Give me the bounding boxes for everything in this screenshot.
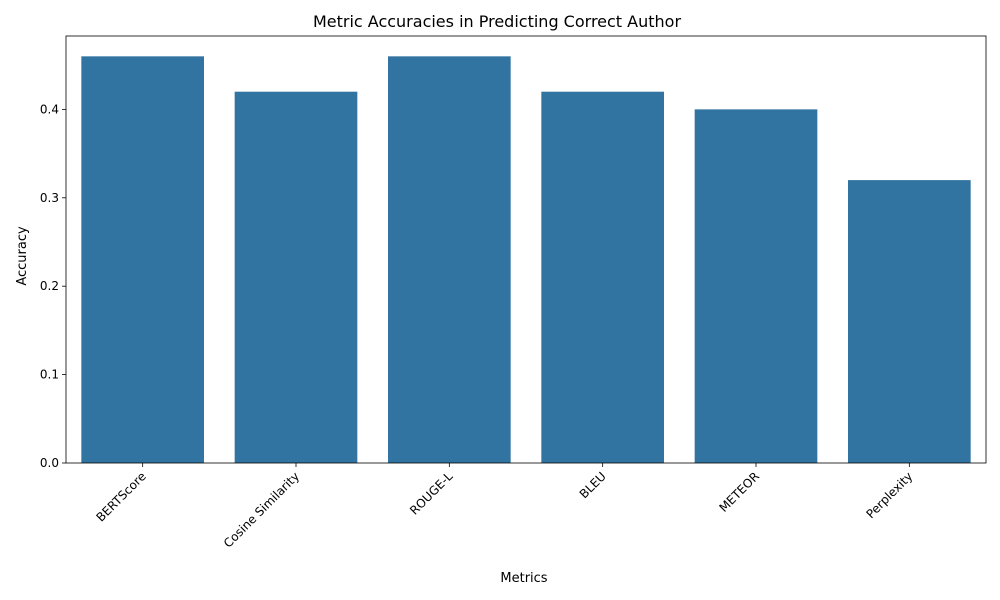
x-tick-label: ROUGE-L [407,469,456,518]
y-tick-label: 0.3 [40,191,59,205]
bar [848,180,971,464]
bar [694,109,818,464]
bar [81,56,204,463]
axes-border [65,35,987,464]
y-tick-label: 0.0 [40,456,59,470]
bar [234,91,358,464]
y-tick-label: 0.2 [40,279,59,293]
plot-frame [65,35,987,464]
x-tick-label: METEOR [716,469,762,515]
y-tick-label: 0.4 [40,102,59,116]
y-tick-label: 0.1 [40,368,59,382]
bar [541,91,664,464]
y-axis-label: Accuracy [15,226,30,286]
x-tick-label: BERTScore [93,469,148,524]
x-tick-label: BLEU [577,469,609,501]
x-axis-label: Metrics [500,571,547,586]
x-axis: BERTScore Cosine Similarity ROUGE-L BLEU MET… [93,463,915,550]
bars-group [81,56,971,464]
y-axis: 0.0 0.1 0.2 0.3 0.4 [40,102,66,470]
x-tick-label: Perplexity [863,469,915,521]
bar [388,56,511,463]
x-tick-label: Cosine Similarity [221,469,302,550]
chart-title: Metric Accuracies in Predicting Correct … [313,12,682,31]
